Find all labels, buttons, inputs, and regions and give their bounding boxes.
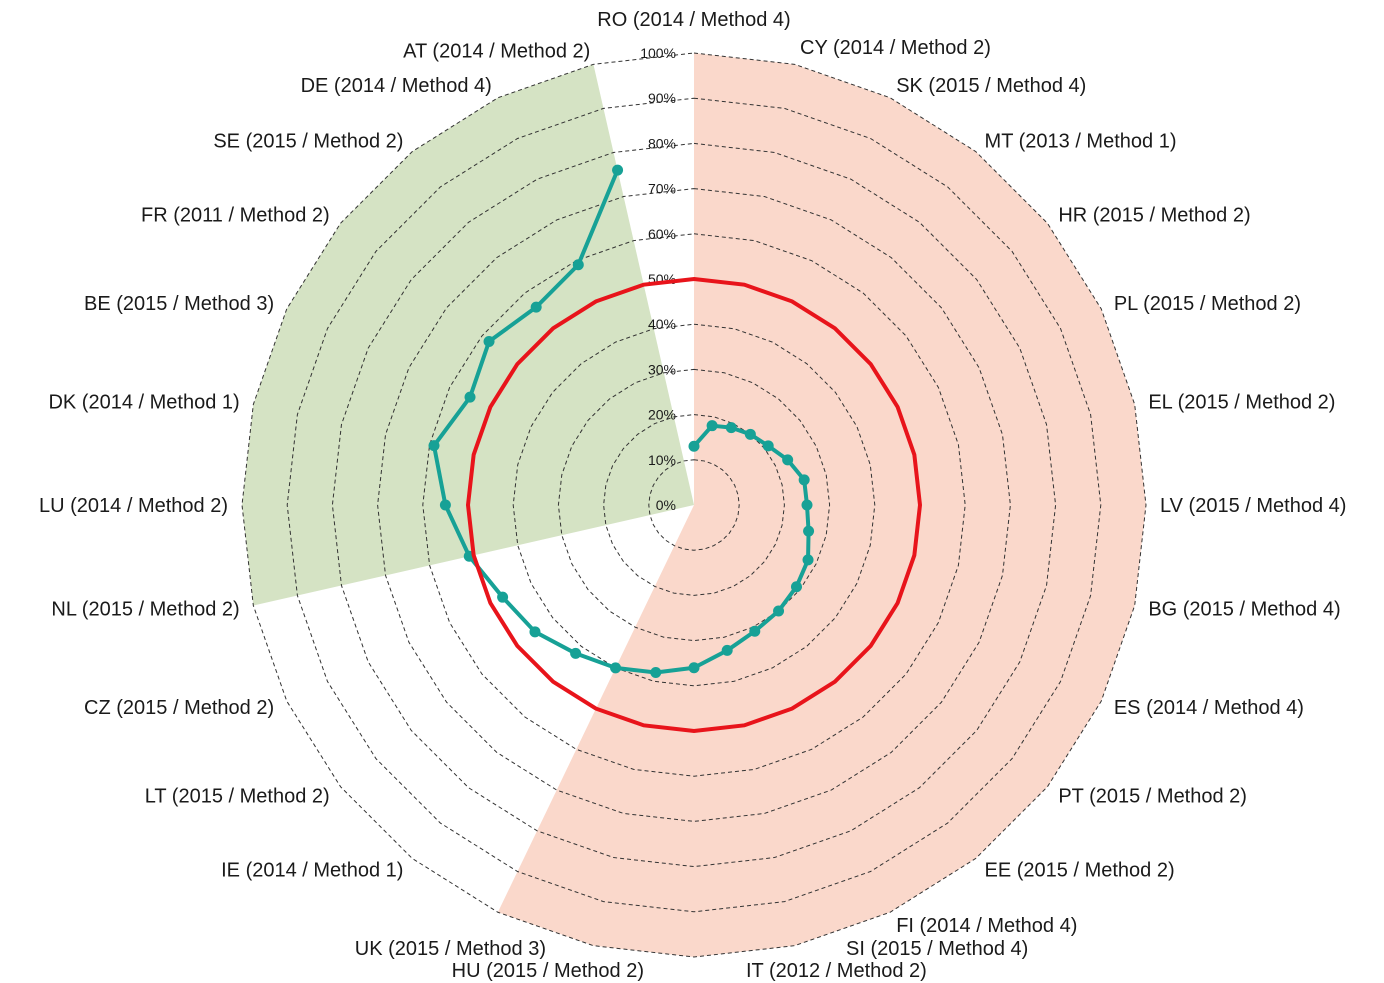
- data-point: [612, 164, 624, 176]
- tick-label: 80%: [648, 135, 676, 151]
- data-point: [688, 662, 700, 674]
- category-label: PT (2015 / Method 2): [1058, 786, 1247, 808]
- category-label: HU (2015 / Method 2): [452, 960, 644, 982]
- category-label: EL (2015 / Method 2): [1148, 391, 1335, 413]
- grid-ring-2: [603, 414, 785, 596]
- data-point: [610, 662, 622, 674]
- data-point: [801, 499, 813, 511]
- data-point: [688, 440, 700, 452]
- series-line-1: [465, 276, 923, 734]
- data-point: [782, 454, 794, 466]
- data-point: [530, 301, 542, 313]
- data-point: [802, 554, 814, 566]
- category-label: SI (2015 / Method 4): [846, 938, 1028, 960]
- data-point: [572, 259, 584, 271]
- category-labels: RO (2014 / Method 4) CY (2014 / Method 2)…: [39, 9, 1346, 982]
- data-point: [570, 647, 582, 659]
- data-point: [650, 666, 662, 678]
- series-layer: [428, 164, 923, 734]
- grid-ring-1: [648, 459, 740, 551]
- category-label: NL (2015 / Method 2): [51, 599, 239, 621]
- tick-label: 70%: [648, 181, 676, 197]
- category-label: CZ (2015 / Method 2): [84, 697, 274, 719]
- band-0: [497, 53, 1147, 957]
- data-point: [762, 440, 774, 452]
- tick-label: 40%: [648, 316, 676, 332]
- tick-label: 0%: [656, 497, 676, 513]
- tick-label: 10%: [648, 452, 676, 468]
- data-point: [439, 499, 451, 511]
- data-point: [428, 440, 440, 452]
- data-point: [497, 591, 509, 603]
- category-label: IE (2014 / Method 1): [221, 859, 403, 881]
- data-point: [790, 581, 802, 593]
- data-point: [721, 644, 733, 656]
- tick-label: 90%: [648, 90, 676, 106]
- category-label: DK (2014 / Method 1): [48, 391, 239, 413]
- tick-label: 100%: [640, 45, 676, 61]
- category-label: SE (2015 / Method 2): [213, 131, 403, 153]
- category-label: FI (2014 / Method 4): [896, 915, 1077, 937]
- category-label: UK (2015 / Method 3): [355, 938, 546, 960]
- category-label: ES (2014 / Method 4): [1114, 697, 1304, 719]
- data-point: [773, 605, 785, 617]
- data-point: [749, 625, 761, 637]
- category-label: LT (2015 / Method 2): [145, 786, 330, 808]
- tick-label: 60%: [648, 226, 676, 242]
- category-label: FR (2011 / Method 2): [141, 204, 330, 226]
- data-point: [464, 391, 476, 403]
- band-1: [242, 64, 694, 606]
- category-label: BE (2015 / Method 3): [84, 293, 274, 315]
- category-label: AT (2014 / Method 2): [403, 41, 590, 63]
- grid-ring-7: [377, 188, 1011, 822]
- grid-ring-3: [557, 368, 831, 642]
- data-point: [803, 525, 815, 537]
- category-label: RO (2014 / Method 4): [597, 9, 790, 31]
- data-point: [483, 336, 495, 348]
- series-line-0: [432, 169, 811, 675]
- tick-label: 20%: [648, 407, 676, 423]
- tick-label: 30%: [648, 361, 676, 377]
- grid-ring-10: [241, 52, 1147, 958]
- category-label: HR (2015 / Method 2): [1058, 204, 1250, 226]
- category-label: SK (2015 / Method 4): [896, 75, 1086, 97]
- category-label: CY (2014 / Method 2): [800, 37, 991, 59]
- category-label: DE (2014 / Method 4): [301, 75, 492, 97]
- category-label: IT (2012 / Method 2): [746, 960, 927, 982]
- data-point: [706, 420, 718, 432]
- category-label: LU (2014 / Method 2): [39, 495, 228, 517]
- data-point: [529, 626, 541, 638]
- category-label: EE (2015 / Method 2): [985, 859, 1175, 881]
- data-point: [744, 428, 756, 440]
- data-point: [798, 474, 810, 486]
- category-label: MT (2013 / Method 1): [985, 131, 1177, 153]
- category-label: BG (2015 / Method 4): [1148, 599, 1340, 621]
- grid-ring-6: [422, 233, 966, 777]
- background-bands: [242, 53, 1147, 957]
- category-label: LV (2015 / Method 4): [1160, 495, 1346, 517]
- data-point: [725, 422, 737, 434]
- category-label: PL (2015 / Method 2): [1114, 293, 1301, 315]
- grid-ring-9: [286, 97, 1102, 913]
